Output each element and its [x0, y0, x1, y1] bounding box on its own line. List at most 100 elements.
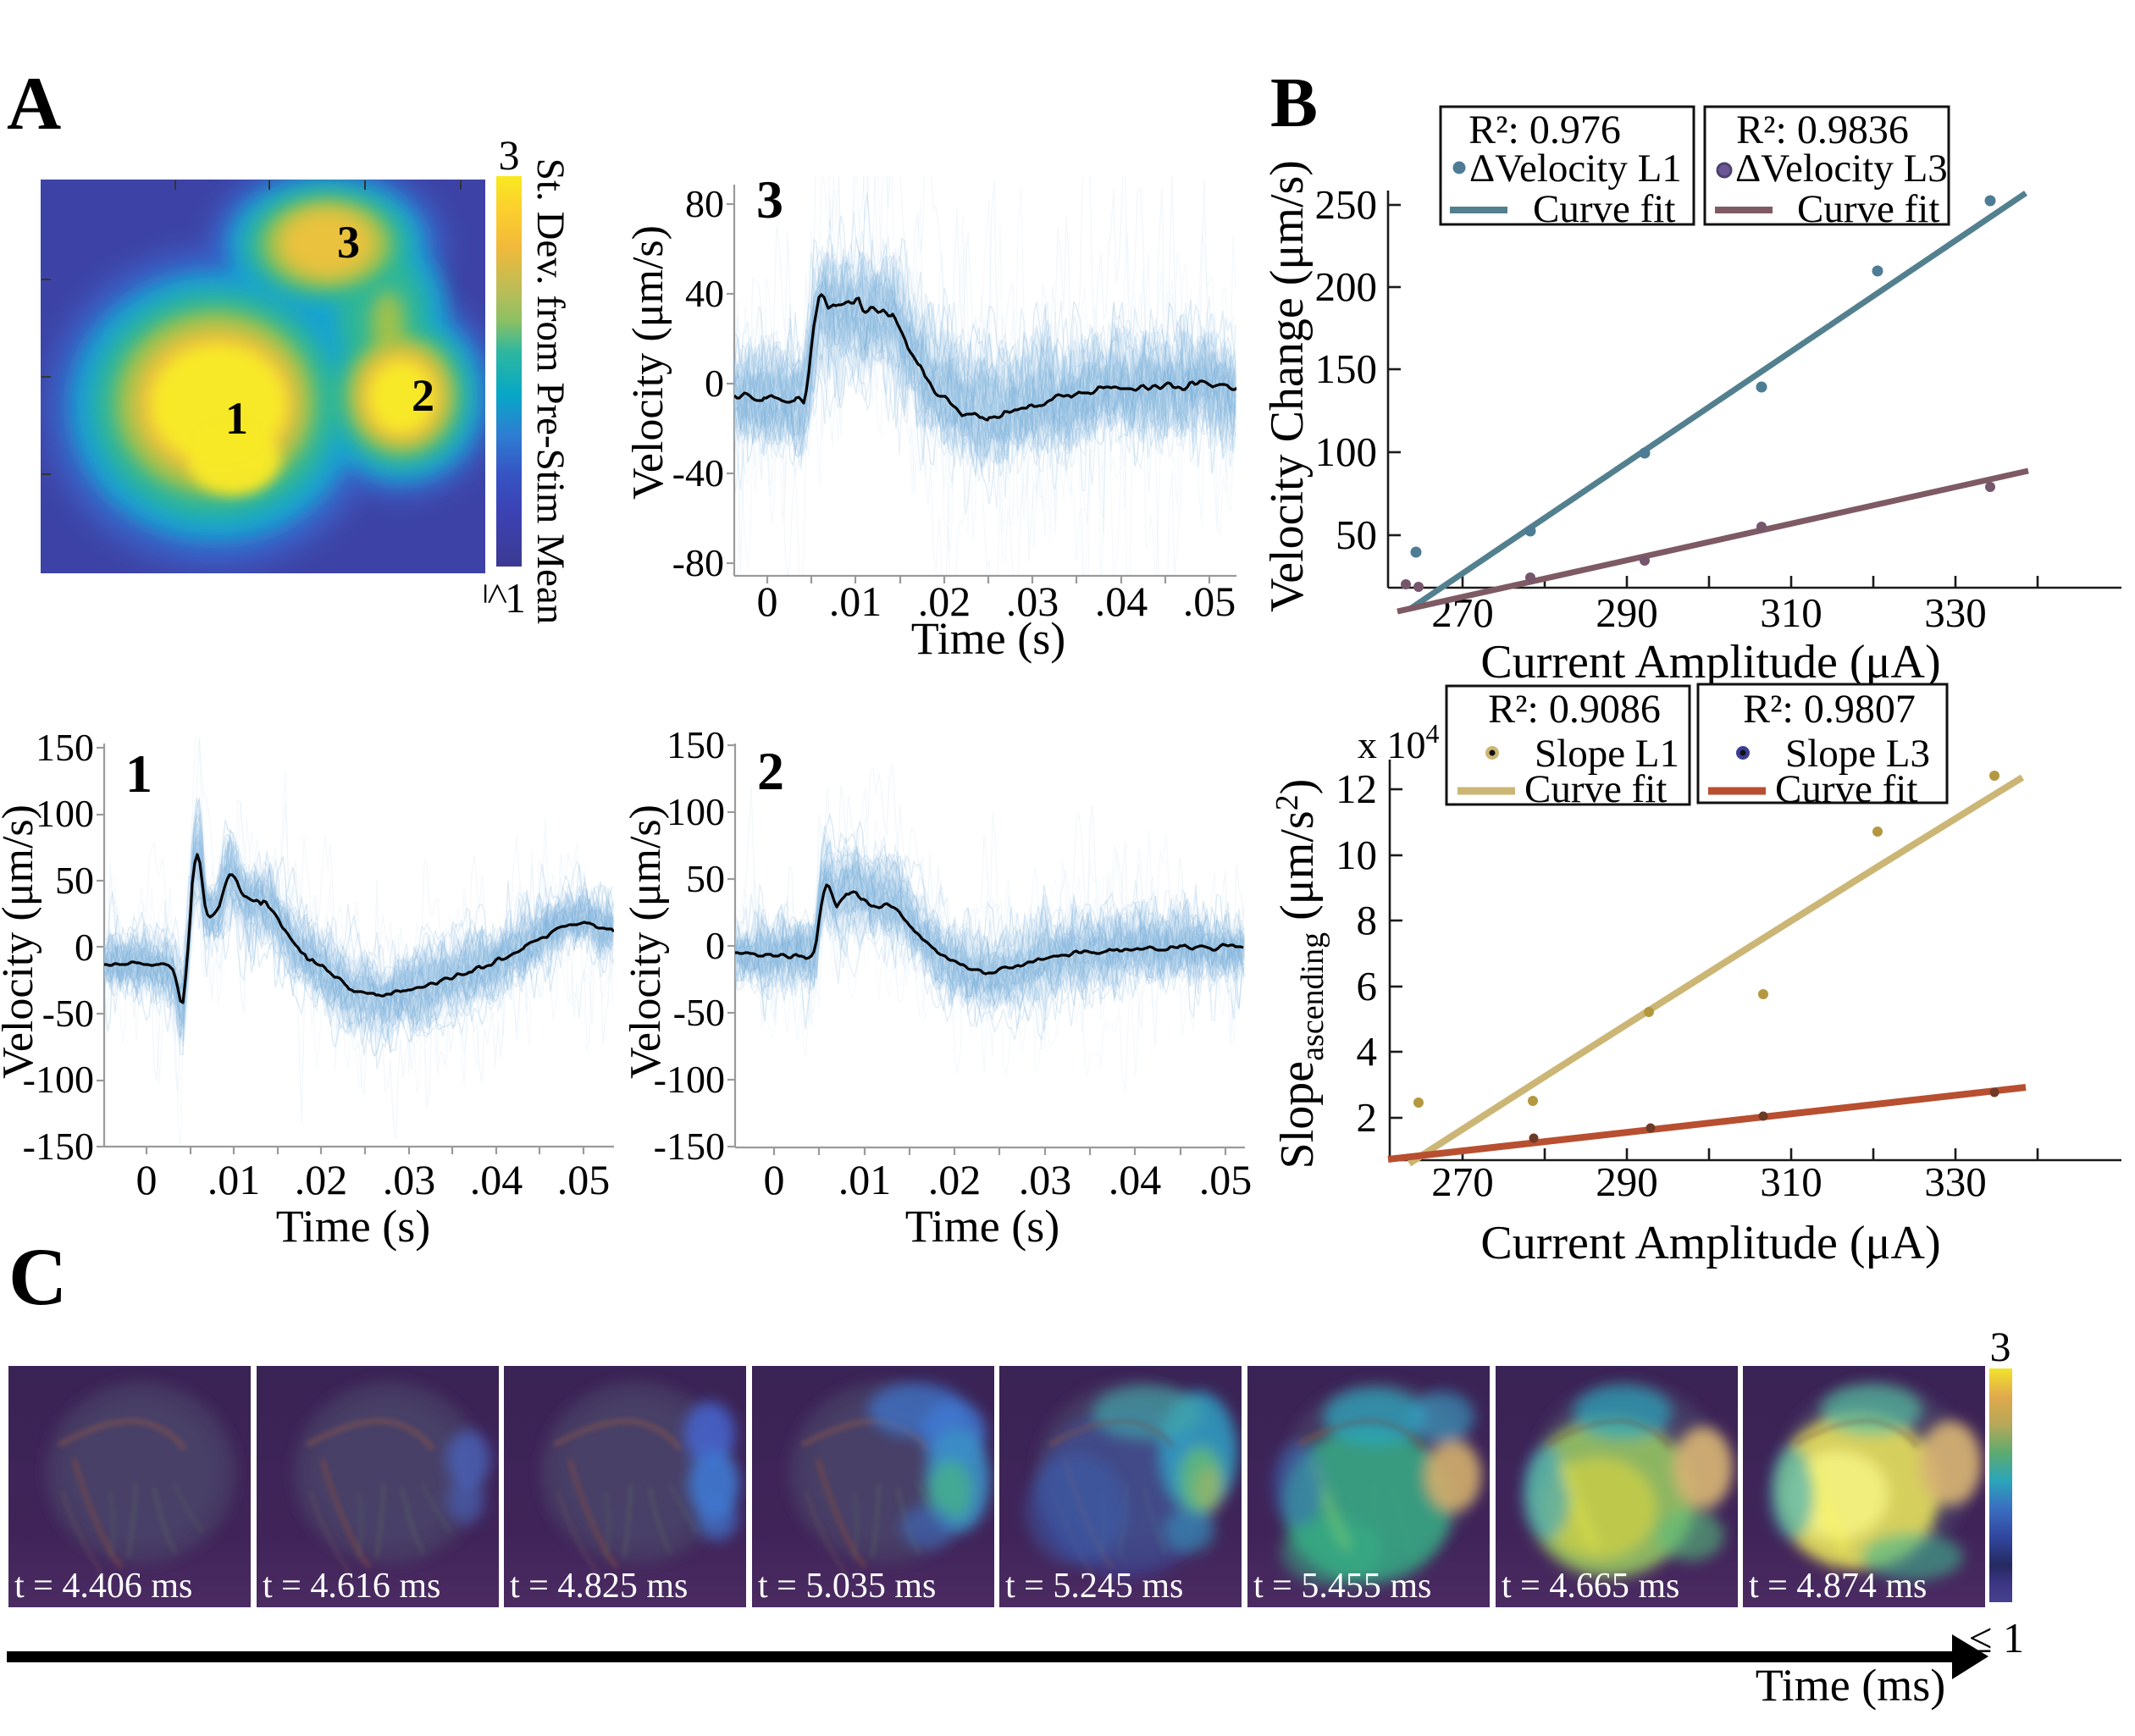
- svg-text:R²: 0.9836: R²: 0.9836: [1736, 108, 1909, 152]
- svg-text:-150: -150: [23, 1125, 94, 1168]
- svg-text:Current Amplitude (μA): Current Amplitude (μA): [1480, 1217, 1940, 1269]
- svg-text:t = 5.455 ms: t = 5.455 ms: [1253, 1567, 1431, 1606]
- svg-text:100: 100: [666, 790, 725, 833]
- svg-text:-150: -150: [654, 1125, 725, 1168]
- svg-text:270: 270: [1431, 1158, 1494, 1205]
- svg-text:t = 5.245 ms: t = 5.245 ms: [1005, 1567, 1183, 1606]
- svg-text:.01: .01: [829, 578, 882, 625]
- svg-text:50: 50: [686, 857, 725, 900]
- svg-text:50: 50: [55, 859, 94, 902]
- svg-text:2: 2: [1357, 1094, 1378, 1141]
- svg-text:R²: 0.9086: R²: 0.9086: [1488, 687, 1661, 732]
- svg-text:150: 150: [666, 723, 725, 766]
- svg-text:80: 80: [685, 182, 724, 225]
- svg-text:.01: .01: [207, 1156, 261, 1203]
- svg-text:t = 4.616 ms: t = 4.616 ms: [263, 1567, 440, 1606]
- svg-text:1: 1: [505, 574, 526, 622]
- svg-text:.01: .01: [838, 1156, 892, 1203]
- svg-text:8: 8: [1357, 897, 1378, 943]
- svg-text:1: 1: [125, 744, 152, 804]
- svg-text:Curve fit: Curve fit: [1775, 767, 1917, 811]
- svg-text:Time (s): Time (s): [911, 613, 1066, 664]
- svg-text:.03: .03: [1019, 1156, 1072, 1203]
- svg-text:St. Dev. from Pre-Stim Mean: St. Dev. from Pre-Stim Mean: [528, 158, 572, 624]
- svg-text:.05: .05: [1183, 578, 1236, 625]
- svg-text:Slope L1: Slope L1: [1535, 732, 1679, 776]
- svg-text:250: 250: [1315, 181, 1378, 228]
- svg-text:Velocity (μm/s): Velocity (μm/s): [624, 225, 672, 500]
- svg-text:3: 3: [756, 169, 783, 229]
- svg-text:t = 4.665 ms: t = 4.665 ms: [1502, 1567, 1679, 1606]
- svg-text:ΔVelocity L3: ΔVelocity L3: [1735, 147, 1948, 191]
- svg-text:3: 3: [337, 217, 360, 268]
- svg-text:0: 0: [705, 362, 724, 405]
- svg-text:≤: ≤: [476, 583, 519, 604]
- svg-text:Curve fit: Curve fit: [1533, 187, 1675, 231]
- svg-text:2: 2: [412, 370, 434, 421]
- svg-text:310: 310: [1760, 589, 1822, 636]
- svg-text:12: 12: [1336, 766, 1377, 812]
- svg-text:.04: .04: [1095, 578, 1148, 625]
- svg-text:R²: 0.976: R²: 0.976: [1469, 108, 1621, 152]
- svg-text:C: C: [8, 1231, 67, 1322]
- svg-text:.05: .05: [1199, 1156, 1253, 1203]
- svg-text:0: 0: [136, 1156, 158, 1203]
- svg-text:Slope L3: Slope L3: [1785, 732, 1930, 776]
- svg-text:R²: 0.9807: R²: 0.9807: [1743, 687, 1916, 732]
- svg-text:4: 4: [1357, 1028, 1378, 1075]
- svg-text:-40: -40: [672, 451, 724, 495]
- svg-text:t = 4.825 ms: t = 4.825 ms: [510, 1567, 688, 1606]
- svg-text:Time (ms): Time (ms): [1756, 1660, 1946, 1711]
- svg-text:.04: .04: [1109, 1156, 1162, 1203]
- svg-text:2: 2: [757, 741, 784, 801]
- svg-text:A: A: [7, 63, 61, 146]
- svg-text:x 104: x 104: [1358, 718, 1440, 766]
- svg-text:Velocity Change (μm/s): Velocity Change (μm/s): [1261, 160, 1314, 612]
- svg-text:B: B: [1270, 64, 1318, 142]
- svg-text:0: 0: [75, 926, 94, 969]
- svg-text:Slopeascending (μm/s2): Slopeascending (μm/s2): [1269, 779, 1330, 1169]
- svg-text:.03: .03: [383, 1156, 436, 1203]
- svg-text:50: 50: [1336, 511, 1377, 558]
- svg-text:.02: .02: [928, 1156, 982, 1203]
- svg-text:1: 1: [225, 393, 248, 444]
- svg-text:-100: -100: [654, 1058, 725, 1101]
- svg-text:Current Amplitude (μA): Current Amplitude (μA): [1480, 636, 1940, 688]
- svg-text:330: 330: [1924, 589, 1987, 636]
- svg-text:200: 200: [1315, 263, 1378, 310]
- svg-text:Velocity (μm/s): Velocity (μm/s): [622, 804, 670, 1079]
- svg-text:0: 0: [764, 1156, 785, 1203]
- svg-text:.02: .02: [295, 1156, 348, 1203]
- svg-text:10: 10: [1336, 832, 1377, 878]
- svg-text:t = 4.406 ms: t = 4.406 ms: [14, 1567, 192, 1606]
- svg-text:0: 0: [705, 924, 725, 967]
- svg-text:100: 100: [1315, 428, 1378, 475]
- svg-text:-80: -80: [672, 541, 724, 584]
- svg-text:.03: .03: [1006, 578, 1059, 625]
- svg-text:100: 100: [36, 792, 94, 835]
- svg-text:0: 0: [757, 578, 778, 625]
- svg-text:6: 6: [1357, 963, 1378, 1009]
- svg-text:3: 3: [1990, 1323, 2011, 1370]
- svg-text:330: 330: [1924, 1158, 1987, 1205]
- svg-text:Time (s): Time (s): [905, 1201, 1060, 1252]
- svg-text:150: 150: [36, 726, 94, 769]
- svg-text:290: 290: [1596, 589, 1658, 636]
- svg-text:Time (s): Time (s): [276, 1201, 431, 1252]
- svg-text:ΔVelocity L1: ΔVelocity L1: [1469, 147, 1682, 191]
- svg-text:.02: .02: [918, 578, 971, 625]
- svg-text:290: 290: [1596, 1158, 1658, 1205]
- svg-text:Curve fit: Curve fit: [1797, 187, 1939, 231]
- svg-text:40: 40: [685, 272, 724, 315]
- svg-text:t = 4.874 ms: t = 4.874 ms: [1749, 1567, 1927, 1606]
- svg-text:Velocity (μm/s): Velocity (μm/s): [0, 804, 42, 1079]
- svg-text:-50: -50: [673, 991, 725, 1034]
- svg-text:-100: -100: [23, 1058, 94, 1101]
- svg-text:310: 310: [1760, 1158, 1822, 1205]
- svg-text:150: 150: [1315, 346, 1378, 392]
- svg-text:-50: -50: [42, 992, 94, 1035]
- svg-text:t = 5.035 ms: t = 5.035 ms: [758, 1567, 936, 1606]
- svg-text:.05: .05: [557, 1156, 611, 1203]
- svg-text:.04: .04: [470, 1156, 523, 1203]
- svg-text:Curve fit: Curve fit: [1524, 767, 1667, 811]
